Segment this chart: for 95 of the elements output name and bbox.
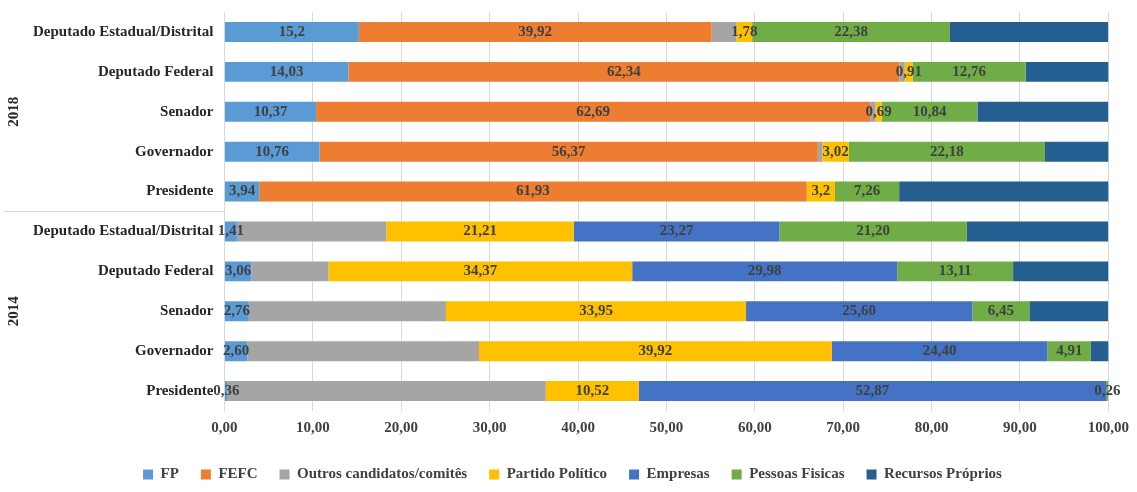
x-tick-label: 100,00 xyxy=(1087,418,1129,435)
data-label: 0,91 xyxy=(895,62,922,79)
x-tick-label: 0,00 xyxy=(211,418,238,435)
data-label: 14,03 xyxy=(269,62,304,79)
bar xyxy=(445,301,747,322)
bar xyxy=(251,261,329,282)
data-label: 21,20 xyxy=(856,222,891,239)
legend-label: Outros candidatos/comitês xyxy=(297,465,468,482)
y-tick-label: Presidente xyxy=(146,182,214,199)
bar xyxy=(386,221,574,242)
data-label: 7,26 xyxy=(853,182,881,199)
bar xyxy=(224,61,349,82)
x-tick-label: 10,00 xyxy=(295,418,330,435)
data-label: 23,27 xyxy=(659,222,694,239)
bar xyxy=(817,141,823,162)
x-tick-label: 20,00 xyxy=(384,418,419,435)
x-tick-label: 70,00 xyxy=(826,418,861,435)
y-tick-label: Governador xyxy=(135,342,214,359)
y-tick-label: Deputado Estadual/Distrital xyxy=(32,22,214,39)
legend-label: Recursos Próprios xyxy=(884,465,1003,482)
legend-label: FEFC xyxy=(218,465,258,482)
y-tick-label: Senador xyxy=(160,102,214,119)
data-label: 12,76 xyxy=(952,62,987,79)
text: 2014 xyxy=(4,295,21,327)
data-label: 10,52 xyxy=(575,381,610,398)
data-label: 0,69 xyxy=(865,102,892,119)
x-tick-label: 90,00 xyxy=(1003,418,1037,435)
y-tick-label: Senador xyxy=(160,302,214,319)
data-label: 39,92 xyxy=(638,342,673,359)
data-label: 10,37 xyxy=(253,102,288,119)
bar xyxy=(977,101,1109,122)
data-label: 15,2 xyxy=(278,22,305,39)
data-label: 22,18 xyxy=(930,142,964,159)
data-label: 6,45 xyxy=(987,302,1014,319)
bar xyxy=(573,221,780,242)
y-tick-label: Presidente xyxy=(146,381,214,398)
legend-label: Pessoas Fisicas xyxy=(749,465,845,482)
bar xyxy=(259,181,807,202)
bar xyxy=(319,141,818,162)
bar xyxy=(248,301,446,322)
data-label: 0,26 xyxy=(1094,381,1121,398)
bar xyxy=(1045,141,1109,162)
y-tick-label: Deputado Estadual/Distrital xyxy=(32,222,214,239)
bar xyxy=(966,221,1109,242)
bar xyxy=(1025,61,1109,82)
data-label: 22,38 xyxy=(834,22,868,39)
legend-label: Empresas xyxy=(646,465,710,482)
bar xyxy=(328,261,633,282)
bar xyxy=(899,181,1109,202)
y-tick-label: Deputado Federal xyxy=(98,62,214,79)
bar xyxy=(1090,341,1109,362)
legend-label: FP xyxy=(160,465,179,482)
data-label: 4,91 xyxy=(1056,342,1083,359)
x-tick-label: 30,00 xyxy=(472,418,507,435)
bar xyxy=(224,21,359,42)
y-tick-label: Governador xyxy=(135,142,214,159)
bar xyxy=(247,341,480,362)
data-label: 56,37 xyxy=(551,142,587,159)
data-label: 34,37 xyxy=(463,262,498,279)
bar xyxy=(1013,261,1109,282)
data-label: 13,11 xyxy=(938,262,972,279)
data-label: 3,02 xyxy=(822,142,849,159)
data-label: 21,21 xyxy=(463,222,497,239)
bar xyxy=(632,261,898,282)
x-tick-label: 80,00 xyxy=(914,418,949,435)
text: 2018 xyxy=(4,96,21,127)
data-label: 25,60 xyxy=(842,302,877,319)
bar xyxy=(1029,301,1109,322)
x-tick-label: 40,00 xyxy=(561,418,595,435)
bar xyxy=(831,341,1048,362)
y-tick-label: Deputado Federal xyxy=(98,262,214,279)
data-label: 39,92 xyxy=(518,22,553,39)
bar xyxy=(746,301,973,322)
data-label: 62,69 xyxy=(576,102,611,119)
data-label: 52,87 xyxy=(855,381,890,398)
x-tick-label: 50,00 xyxy=(649,418,684,435)
data-label: 3,06 xyxy=(225,262,252,279)
data-label: 33,95 xyxy=(579,302,613,319)
data-label: 62,34 xyxy=(607,62,642,79)
data-label: 61,93 xyxy=(516,182,550,199)
bar xyxy=(779,221,967,242)
x-tick-label: 60,00 xyxy=(737,418,772,435)
bar xyxy=(224,141,320,162)
data-label: 29,98 xyxy=(747,262,782,279)
data-label: 3,2 xyxy=(811,182,831,199)
data-label: 24,40 xyxy=(922,342,957,359)
bar xyxy=(358,21,712,42)
data-label: 3,94 xyxy=(228,182,256,199)
data-label: 10,84 xyxy=(912,102,947,119)
legend-label: Partido Político xyxy=(506,465,608,482)
bar xyxy=(479,341,832,362)
bar xyxy=(848,141,1045,162)
data-label: 10,76 xyxy=(255,142,290,159)
bar xyxy=(897,261,1014,282)
bar xyxy=(949,21,1109,42)
